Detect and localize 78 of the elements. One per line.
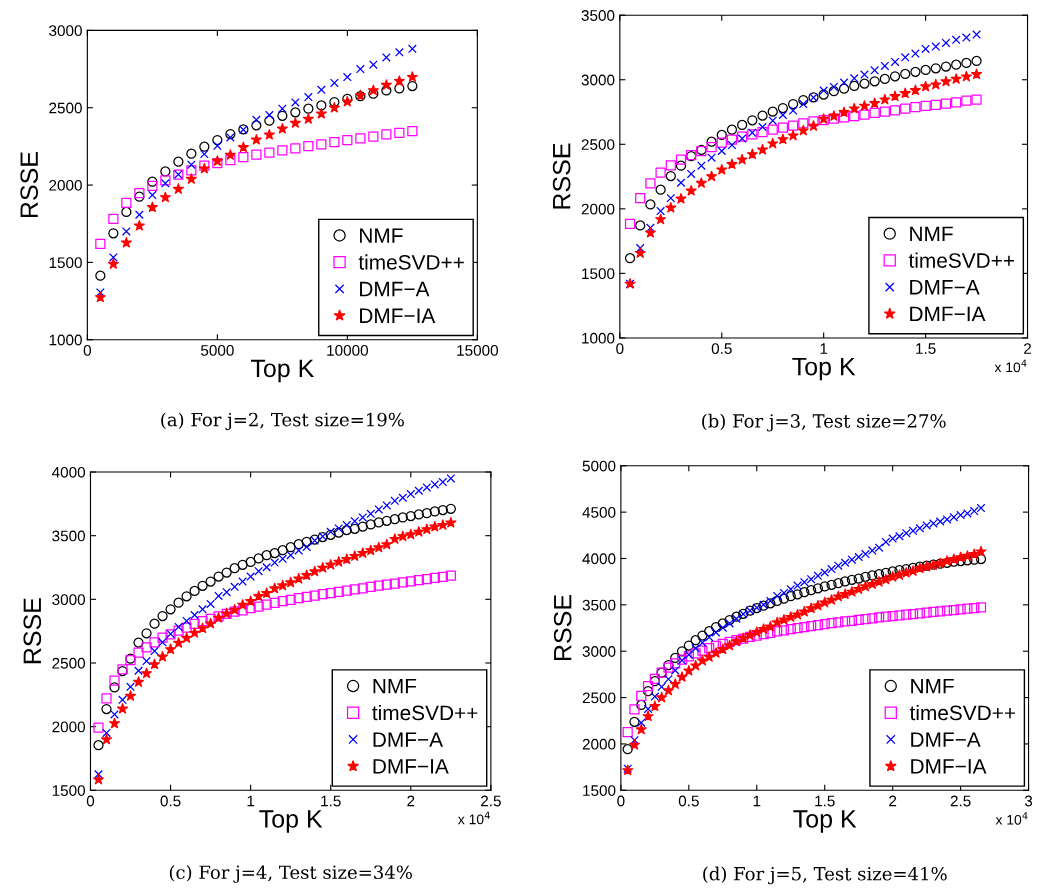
legend-label: DMF−IA	[360, 308, 436, 323]
y-tick-label: 3500	[581, 10, 615, 21]
y-axis-title: RSSE	[553, 595, 572, 661]
y-tick-label: 2500	[582, 692, 616, 704]
y-tick-label: 3000	[582, 646, 616, 657]
x-tick-label: 2	[407, 795, 415, 807]
text: (b) For j=3, Test size=27%	[702, 413, 946, 432]
y-axis-title: RSSE	[552, 143, 571, 209]
x-tick-label: 0	[617, 795, 625, 807]
y-tick-label: 3000	[49, 25, 82, 37]
x-tick-label: 15000	[457, 344, 499, 356]
y-tick-label: 1500	[49, 257, 82, 269]
y-tick-label: 2000	[52, 721, 86, 733]
x-tick-label: 0.5	[678, 795, 699, 807]
y-tick-label: 2500	[49, 102, 82, 114]
y-tick-label: 1500	[582, 268, 615, 280]
y-tick-label: 2000	[582, 738, 616, 750]
legend-label: DMF−A	[911, 732, 981, 747]
text: x 10$^{4}$	[457, 811, 490, 825]
y-axis-title: RSSE	[23, 598, 42, 664]
text: (c) For j=4, Test size=34%	[169, 865, 412, 883]
y-tick-label: 4000	[51, 466, 86, 478]
legend-label: timeSVD++	[372, 704, 478, 721]
x-tick-label: 2.5	[950, 795, 971, 807]
x-tick-label: 1	[247, 795, 255, 807]
text: (a) For j=2, Test size=19%	[161, 412, 404, 431]
y-tick-label: 3000	[581, 74, 615, 86]
y-tick-label: 2500	[581, 139, 615, 150]
legend-label: DMF−A	[373, 732, 443, 747]
x-tick-label: 5000	[200, 344, 234, 356]
legend-label: timeSVD++	[909, 704, 1016, 721]
legend-label: NMF	[373, 679, 417, 694]
y-tick-label: 3500	[582, 599, 616, 611]
x-tick-label: 1	[820, 343, 828, 354]
legend-label: DMF−A	[910, 280, 980, 295]
y-tick-label: 2500	[52, 657, 86, 669]
x-tick-label: 1	[753, 795, 761, 807]
x-tick-label: 3	[1024, 795, 1033, 807]
x-axis-title: Top K	[250, 359, 315, 383]
x-tick-label: 1.5	[815, 795, 835, 807]
x-tick-label: 2	[1024, 343, 1031, 354]
x-tick-label: 10000	[327, 344, 369, 356]
legend-label: DMF−A	[360, 281, 430, 297]
legend-label: DMF−IA	[911, 759, 987, 774]
x-axis-title: Top K	[793, 810, 857, 833]
y-axis-title: RSSE	[20, 152, 39, 218]
x-tick-label: 1.5	[321, 795, 341, 807]
x-tick-label: 0.5	[711, 343, 732, 355]
x-axis-title: Top K	[792, 357, 856, 381]
text: x 10$^{4}$	[995, 812, 1028, 825]
y-tick-label: 4000	[582, 553, 616, 565]
x-tick-label: 0	[616, 343, 624, 355]
x-tick-label: 1.5	[916, 343, 936, 355]
y-tick-label: 2000	[581, 203, 615, 215]
legend-label: DMF−IA	[373, 759, 449, 774]
x-tick-label: 0	[83, 344, 92, 356]
legend-label: NMF	[910, 226, 953, 241]
y-tick-label: 2000	[49, 179, 82, 191]
y-tick-label: 1000	[49, 334, 82, 346]
legend-label: NMF	[360, 228, 403, 243]
y-tick-label: 4500	[582, 507, 616, 518]
legend-label: timeSVD++	[908, 252, 1014, 268]
x-tick-label: 2	[889, 795, 897, 807]
y-tick-label: 1500	[52, 785, 86, 796]
x-axis-title: Top K	[259, 810, 323, 833]
y-tick-label: 5000	[582, 460, 616, 472]
x-tick-label: 0.5	[160, 795, 181, 807]
legend-label: DMF−IA	[910, 306, 986, 322]
legend-label: timeSVD++	[358, 254, 464, 270]
text: x 10$^{4}$	[994, 359, 1027, 373]
y-tick-label: 3500	[52, 530, 86, 542]
x-tick-label: 0	[86, 795, 95, 807]
y-tick-label: 3000	[52, 594, 86, 606]
x-tick-label: 2.5	[481, 795, 501, 807]
legend-label: NMF	[911, 679, 954, 694]
y-tick-label: 1000	[582, 332, 615, 344]
text: (d) For j=5, Test size=41%	[703, 866, 947, 885]
y-tick-label: 1500	[583, 785, 616, 796]
